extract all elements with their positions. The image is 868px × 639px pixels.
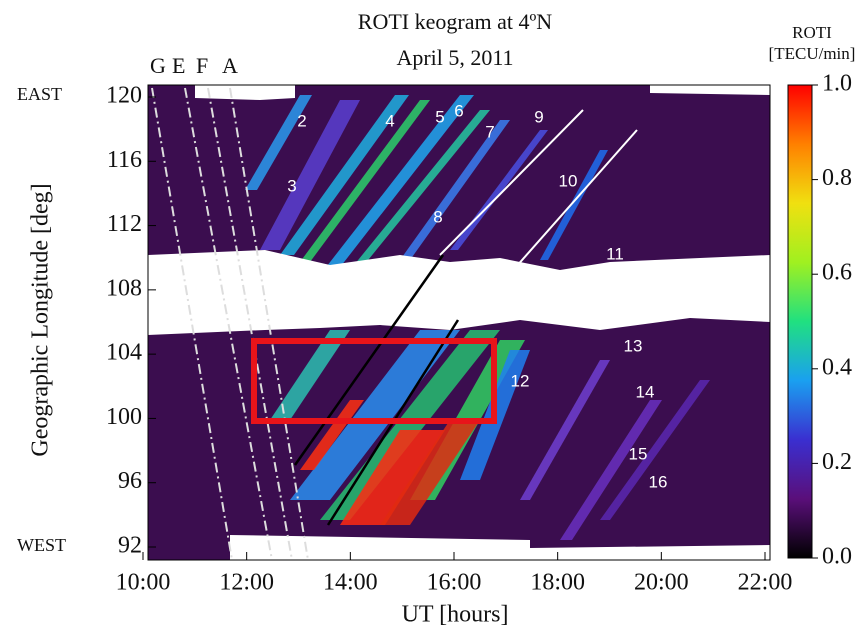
west-label: WEST [17,535,66,555]
line-label: G [150,53,166,78]
x-tick-label: 20:00 [634,570,689,596]
colorbar [787,84,813,559]
colorbar-tick-label: 0.8 [822,165,852,191]
y-tick-label: 108 [106,275,142,301]
heatmap-streak [350,110,490,270]
heatmap-streak [340,430,445,525]
heatmap [148,85,770,560]
y-tick-label: 120 [106,83,142,109]
data-gap [650,85,770,95]
y-tick-label: 100 [106,404,142,430]
annotation: 9 [534,107,543,126]
annotation: 5 [435,107,444,126]
annotation: 12 [511,371,530,390]
data-gap [195,85,295,100]
y-tick-label: 104 [106,340,142,366]
colorbar-tick-label: 0.6 [822,260,852,286]
annotation: 7 [485,122,494,141]
annotation: 16 [649,472,668,491]
heatmap-streak [540,150,608,260]
x-tick-label: 10:00 [116,570,171,596]
annotation: 10 [559,171,578,190]
annotation: 14 [636,382,655,401]
y-tick-label: 92 [118,533,142,559]
annotation: 11 [606,244,624,263]
y-tick-label: 112 [107,211,142,237]
data-gap [148,250,770,335]
heatmap-streak [300,400,364,470]
y-tick-label: 96 [118,468,142,494]
colorbar-title: ROTI [792,23,832,42]
colorbar-tick-label: 1.0 [822,71,852,97]
line-label: E [172,53,185,78]
heatmap-streak [300,100,430,262]
y-tick-label: 116 [107,147,142,173]
colorbar-tick-label: 0.0 [822,544,852,570]
highlight-box [251,338,497,424]
overlay [151,87,638,561]
annotation: 1 [235,69,244,88]
annotation: 4 [385,111,394,130]
annotation: 6 [454,101,463,120]
line-label: A [222,53,238,78]
black-line [293,254,445,466]
chart-subtitle: April 5, 2011 [396,45,513,70]
annotation: 3 [287,176,296,195]
x-axis-label: UT [hours] [402,602,509,628]
line-label: F [196,53,208,78]
east-label: EAST [17,84,62,104]
y-axis-label: Geographic Longitude [deg] [28,183,54,456]
heatmap-streak [270,330,350,420]
x-tick-label: 14:00 [323,570,378,596]
colorbar-tick-label: 0.2 [822,449,852,475]
heatmap-streak [400,120,510,260]
x-tick-label: 18:00 [530,570,585,596]
x-tick-label: 12:00 [219,570,274,596]
heatmap-streak [320,330,500,520]
heatmap-streak [290,330,460,500]
heatmap-streak [380,420,480,525]
x-tick-label: 16:00 [427,570,482,596]
plot-frame [147,84,771,561]
heatmap-streak [560,400,662,540]
annotation: 8 [433,207,442,226]
heatmap-streak [320,95,474,275]
annotation: 15 [629,444,648,463]
colorbar-unit: [TECU/min] [769,44,856,63]
chart-title: ROTI keogram at 4ºN [358,9,552,34]
white-line [499,129,638,286]
annotation: 13 [624,336,643,355]
heatmap-streak [600,380,710,520]
heatmap-streak [280,95,409,255]
annotation: 2 [297,111,306,130]
white-line [439,109,584,256]
colorbar-tick-label: 0.4 [822,354,852,380]
data-gap [530,545,770,560]
heatmap-streak [520,360,610,500]
heatmap-streak [245,95,312,190]
x-tick-label: 22:00 [738,570,793,596]
data-gap [230,535,530,560]
heatmap-streak [260,100,360,250]
